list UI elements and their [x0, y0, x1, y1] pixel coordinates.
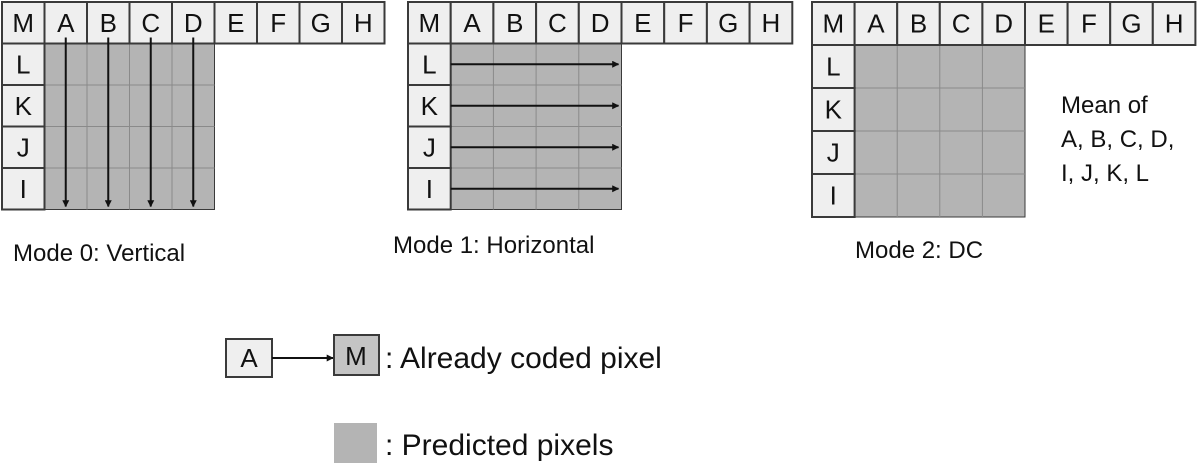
neighbor-label-a: A — [463, 8, 481, 38]
neighbor-cell-b — [492, 1, 538, 45]
neighbor-cell-d — [171, 1, 216, 45]
neighbor-label-l: L — [16, 49, 30, 79]
neighbor-label-g: G — [1121, 9, 1141, 39]
legend-source-label: A — [240, 343, 258, 373]
neighbor-label-l: L — [422, 49, 436, 79]
neighbor-label-e: E — [227, 8, 244, 38]
neighbor-cell-h — [1151, 1, 1197, 46]
neighbor-cell-g — [298, 1, 343, 45]
neighbor-label-a: A — [867, 9, 885, 39]
neighbor-cell-m — [407, 1, 452, 45]
neighbor-cell-h — [341, 1, 386, 45]
neighbor-label-h: H — [1165, 9, 1184, 39]
neighbor-cell-d — [981, 1, 1027, 46]
neighbor-label-e: E — [1038, 9, 1055, 39]
legend-coded-text: : Already coded pixel — [385, 342, 662, 375]
dc-note-line-2: A, B, C, D, — [1061, 126, 1174, 153]
dc-note-line-3: I, J, K, L — [1061, 160, 1149, 187]
neighbor-label-i: I — [426, 174, 433, 204]
neighbor-cell-f — [663, 1, 708, 45]
neighbor-label-k: K — [15, 91, 33, 121]
neighbor-label-d: D — [994, 9, 1013, 39]
neighbor-label-j: J — [17, 132, 30, 162]
neighbor-label-f: F — [678, 8, 694, 38]
neighbor-label-j: J — [827, 138, 840, 168]
neighbor-label-m: M — [12, 8, 34, 38]
neighbor-label-k: K — [825, 95, 843, 125]
neighbor-cell-h — [748, 1, 794, 45]
neighbor-cell-c — [128, 1, 173, 45]
neighbor-cell-j — [1, 125, 46, 169]
neighbor-cell-j — [811, 130, 856, 175]
neighbor-label-c: C — [548, 8, 567, 38]
legend-predicted-text: : Predicted pixels — [385, 429, 613, 462]
dc-note-line-1: Mean of — [1061, 92, 1148, 119]
legend-target-label: M — [345, 341, 367, 371]
neighbor-cell-i — [1, 167, 46, 211]
neighbor-cell-k — [1, 84, 46, 128]
neighbor-label-d: D — [184, 8, 203, 38]
neighbor-cell-d — [577, 1, 623, 45]
neighbor-label-f: F — [1081, 9, 1097, 39]
legend-target-cell — [333, 334, 380, 376]
neighbor-cell-b — [896, 1, 941, 46]
mode-2-caption: Mode 2: DC — [855, 237, 983, 264]
neighbor-cell-i — [811, 173, 856, 218]
neighbor-label-m: M — [822, 9, 844, 39]
legend-predicted-swatch — [334, 423, 377, 463]
neighbor-label-l: L — [826, 52, 840, 82]
neighbor-label-j: J — [423, 132, 436, 162]
neighbor-label-g: G — [311, 8, 331, 38]
neighbor-label-f: F — [270, 8, 286, 38]
mode-1-caption: Mode 1: Horizontal — [393, 232, 594, 259]
neighbor-label-h: H — [762, 8, 781, 38]
mode-0-caption: Mode 0: Vertical — [13, 240, 185, 267]
neighbor-label-i: I — [20, 174, 27, 204]
neighbor-label-b: B — [910, 9, 927, 39]
neighbor-cell-m — [811, 1, 856, 46]
legend-coded-entry: A M : Already coded pixel — [225, 334, 662, 378]
neighbor-label-c: C — [952, 9, 971, 39]
neighbor-cell-c — [535, 1, 580, 45]
neighbor-cell-e — [1024, 1, 1069, 46]
neighbor-label-g: G — [718, 8, 738, 38]
neighbor-cell-i — [407, 167, 452, 211]
dc-mean-note: Mean of A, B, C, D, I, J, K, L — [1061, 92, 1174, 187]
neighbor-cell-g — [705, 1, 751, 45]
neighbor-label-d: D — [591, 8, 610, 38]
neighbor-cell-l — [811, 44, 856, 89]
neighbor-label-c: C — [141, 8, 160, 38]
legend-source-cell — [225, 338, 273, 378]
neighbor-label-a: A — [57, 8, 75, 38]
neighbor-label-e: E — [634, 8, 651, 38]
neighbor-cell-k — [811, 87, 856, 132]
neighbor-label-b: B — [100, 8, 117, 38]
neighbor-label-k: K — [421, 91, 439, 121]
neighbor-label-b: B — [506, 8, 523, 38]
neighbor-cell-a — [853, 1, 899, 46]
neighbor-cell-f — [1066, 1, 1112, 46]
neighbor-cell-f — [256, 1, 301, 45]
neighbor-label-h: H — [354, 8, 373, 38]
neighbor-label-m: M — [419, 8, 441, 38]
legend: A M : Already coded pixel : Predicted pi… — [225, 334, 662, 463]
legend-predicted-entry: : Predicted pixels — [334, 423, 613, 463]
neighbor-label-i: I — [830, 181, 837, 211]
